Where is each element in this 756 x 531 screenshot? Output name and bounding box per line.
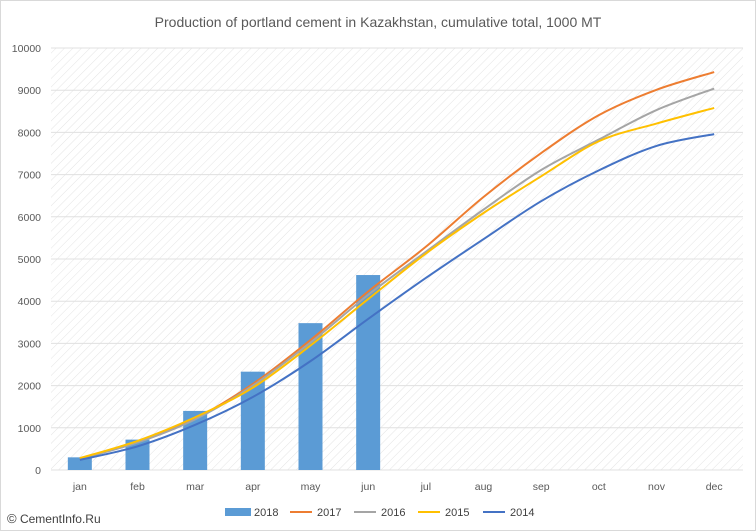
y-tick-label: 10000 (12, 43, 41, 55)
y-tick-label: 6000 (18, 212, 42, 224)
y-tick-label: 8000 (18, 127, 42, 139)
x-tick-label: oct (592, 481, 606, 493)
x-tick-label: jan (72, 481, 87, 493)
bar-2018-apr (240, 371, 265, 470)
bar-2018-jun (356, 275, 381, 470)
y-tick-label: 5000 (18, 254, 42, 266)
chart-title: Production of portland cement in Kazakhs… (154, 14, 602, 30)
x-tick-label: jul (420, 481, 432, 493)
y-tick-label: 1000 (18, 423, 42, 435)
legend-label-2018: 2018 (254, 507, 278, 519)
x-tick-label: nov (648, 481, 666, 493)
bar-2018-jan (67, 457, 92, 470)
legend-label-2015: 2015 (445, 507, 469, 519)
x-tick-label: may (301, 481, 322, 493)
y-tick-label: 4000 (18, 296, 42, 308)
x-tick-label: mar (186, 481, 205, 493)
line-2014 (79, 133, 715, 461)
legend-label-2017: 2017 (317, 507, 341, 519)
legend-swatch-2018 (225, 508, 251, 516)
copyright-symbol: © (7, 511, 17, 526)
watermark: © CementInfo.Ru (7, 511, 101, 526)
x-tick-label: dec (706, 481, 723, 493)
y-tick-label: 0 (35, 465, 41, 477)
x-tick-label: aug (475, 481, 493, 493)
y-tick-label: 9000 (18, 85, 42, 97)
x-tick-label: sep (533, 481, 550, 493)
line-2016 (79, 87, 715, 460)
line-2015 (79, 106, 715, 460)
watermark-text: CementInfo.Ru (19, 512, 101, 526)
x-tick-label: apr (245, 481, 261, 493)
legend-label-2014: 2014 (510, 507, 534, 519)
y-tick-label: 7000 (18, 170, 42, 182)
x-tick-label: jun (360, 481, 375, 493)
y-tick-label: 3000 (18, 338, 42, 350)
x-tick-label: feb (130, 481, 145, 493)
legend-label-2016: 2016 (381, 507, 405, 519)
y-tick-label: 2000 (18, 381, 42, 393)
